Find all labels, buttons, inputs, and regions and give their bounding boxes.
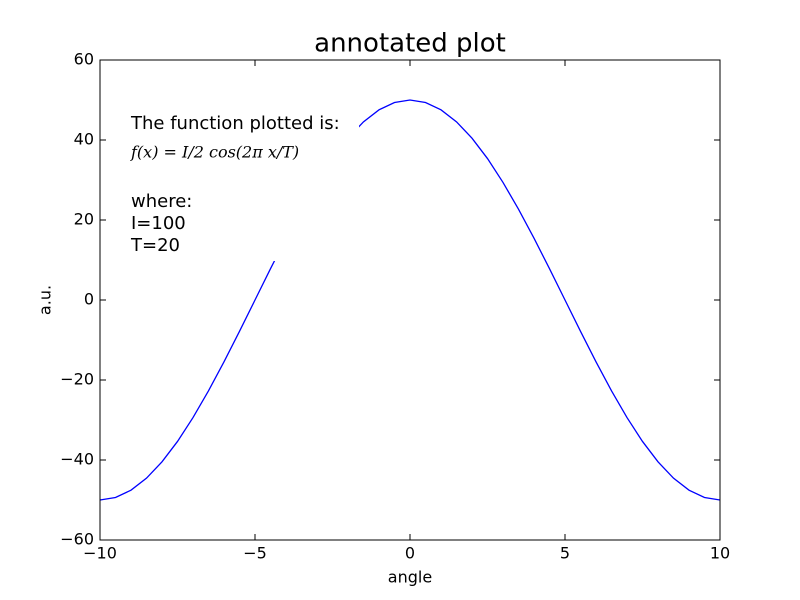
y-tick-label: −40 [60, 450, 94, 469]
annotation-formula: f(x) = I/2 cos(2π x/T) [130, 143, 299, 162]
y-axis-label: a.u. [36, 285, 55, 315]
y-tick-label: −60 [60, 530, 94, 549]
line [99, 99, 721, 501]
x-tick-label: 0 [405, 544, 415, 563]
y-tick-label: 0 [84, 290, 94, 309]
annotation-where: where: [131, 191, 192, 212]
y-tick-label: 40 [74, 130, 94, 149]
x-tick-label: 5 [560, 544, 570, 563]
x-tick-label: 10 [710, 544, 730, 563]
y-tick-label: 60 [74, 50, 94, 69]
y-tick-label: −20 [60, 370, 94, 389]
y-tick-label: 20 [74, 210, 94, 229]
annotation-box [128, 110, 359, 261]
x-tick-label: −5 [243, 544, 267, 563]
annotation-heading: The function plotted is: [130, 113, 340, 134]
chart-title: annotated plot [314, 29, 506, 59]
annotation-param: T=20 [130, 235, 180, 256]
annotation-param: I=100 [131, 213, 186, 234]
x-axis-label: angle [388, 568, 432, 587]
x-tick-label: −10 [83, 544, 117, 563]
